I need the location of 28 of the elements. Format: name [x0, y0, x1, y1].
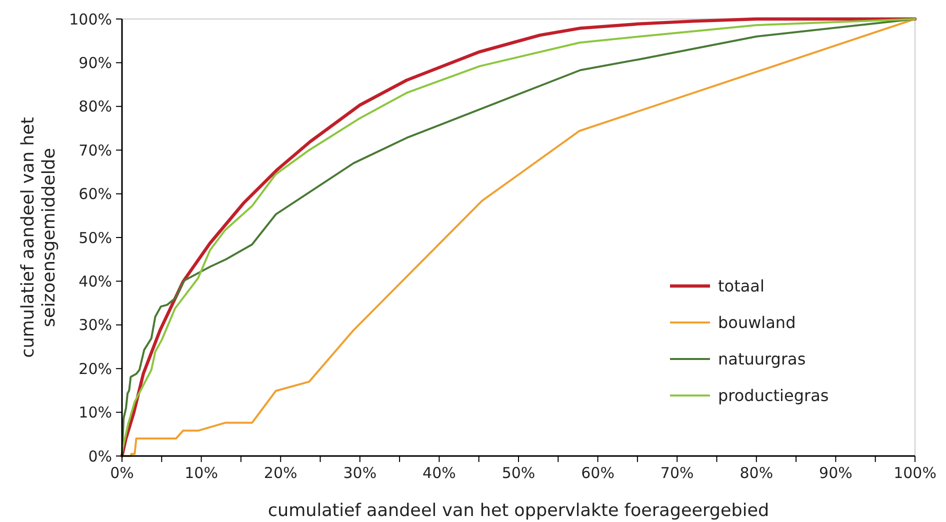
y-axis-title: cumulatief aandeel van het seizoensgemiddelde — [18, 117, 60, 358]
x-tick-label: 0% — [110, 464, 134, 482]
x-tick-label: 70% — [660, 464, 694, 482]
x-tick-label: 40% — [422, 464, 456, 482]
legend-label: bouwland — [718, 313, 796, 332]
x-tick-label: 80% — [740, 464, 774, 482]
y-tick-label: 0% — [88, 447, 112, 466]
legend-label: totaal — [718, 276, 764, 296]
y-tick-label: 80% — [78, 98, 112, 116]
x-tick-label: 20% — [264, 464, 298, 482]
x-tick-label: 100% — [894, 464, 936, 482]
y-tick-label: 50% — [78, 228, 112, 247]
legend-label: natuurgras — [718, 350, 806, 369]
y-tick-label: 30% — [78, 316, 112, 334]
y-tick-label: 20% — [78, 360, 112, 378]
y-tick-label: 90% — [78, 54, 112, 72]
y-tick-label: 70% — [78, 141, 112, 160]
x-tick-label: 90% — [819, 464, 852, 482]
x-tick-label: 60% — [581, 464, 614, 482]
legend-label: productiegras — [718, 386, 829, 406]
y-tick-label: 10% — [78, 404, 112, 422]
y-tick-label: 60% — [78, 185, 112, 204]
x-tick-label: 30% — [343, 464, 377, 482]
y-tick-label: 40% — [78, 272, 112, 290]
x-tick-label: 10% — [184, 464, 218, 482]
y-tick-label: 100% — [69, 10, 112, 28]
x-axis-title: cumulatief aandeel van het oppervlakte foerageergebied — [268, 501, 770, 521]
x-tick-label: 50% — [502, 464, 536, 482]
